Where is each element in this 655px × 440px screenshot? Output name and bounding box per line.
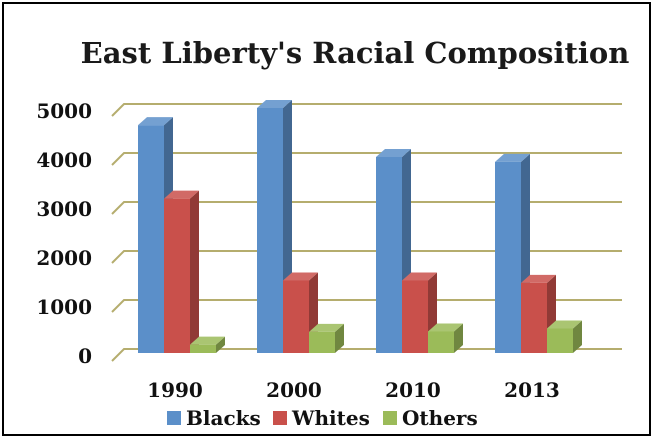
x-tick-label: 2000 (266, 378, 322, 402)
legend-swatch (383, 411, 397, 425)
x-tick-label: 2013 (504, 378, 560, 402)
gridline (111, 152, 622, 166)
legend-item: Blacks (167, 406, 261, 430)
y-tick-label: 0 (78, 344, 92, 368)
legend-label: Blacks (186, 406, 261, 430)
legend: Blacks Whites Others (167, 406, 478, 430)
legend-item: Whites (273, 406, 370, 430)
y-tick-label: 2000 (36, 246, 92, 270)
bar (190, 336, 225, 353)
y-tick-label: 4000 (36, 148, 92, 172)
bar (309, 323, 344, 353)
bar (495, 153, 530, 353)
y-tick-label: 5000 (36, 99, 92, 123)
bar (164, 190, 199, 353)
bar (428, 323, 463, 353)
legend-label: Whites (291, 406, 370, 430)
gridline (111, 103, 622, 117)
legend-item: Others (383, 406, 478, 430)
y-axis-tick-labels: 0 1000 2000 3000 4000 5000 (36, 99, 92, 368)
x-tick-label: 2010 (385, 378, 441, 402)
y-tick-label: 3000 (36, 197, 92, 221)
chart-frame (2, 2, 651, 436)
gridline (111, 250, 622, 264)
x-axis-tick-labels: 1990 2000 2010 2013 (147, 378, 560, 402)
gridline (111, 201, 622, 215)
gridline (111, 299, 622, 313)
bars (138, 100, 582, 354)
legend-label: Others (402, 406, 478, 430)
legend-swatch (273, 411, 287, 425)
y-tick-label: 1000 (36, 295, 92, 319)
bar (547, 320, 582, 353)
x-tick-label: 1990 (147, 378, 203, 402)
chart-title: East Liberty's Racial Composition (81, 36, 630, 70)
legend-swatch (167, 411, 181, 425)
